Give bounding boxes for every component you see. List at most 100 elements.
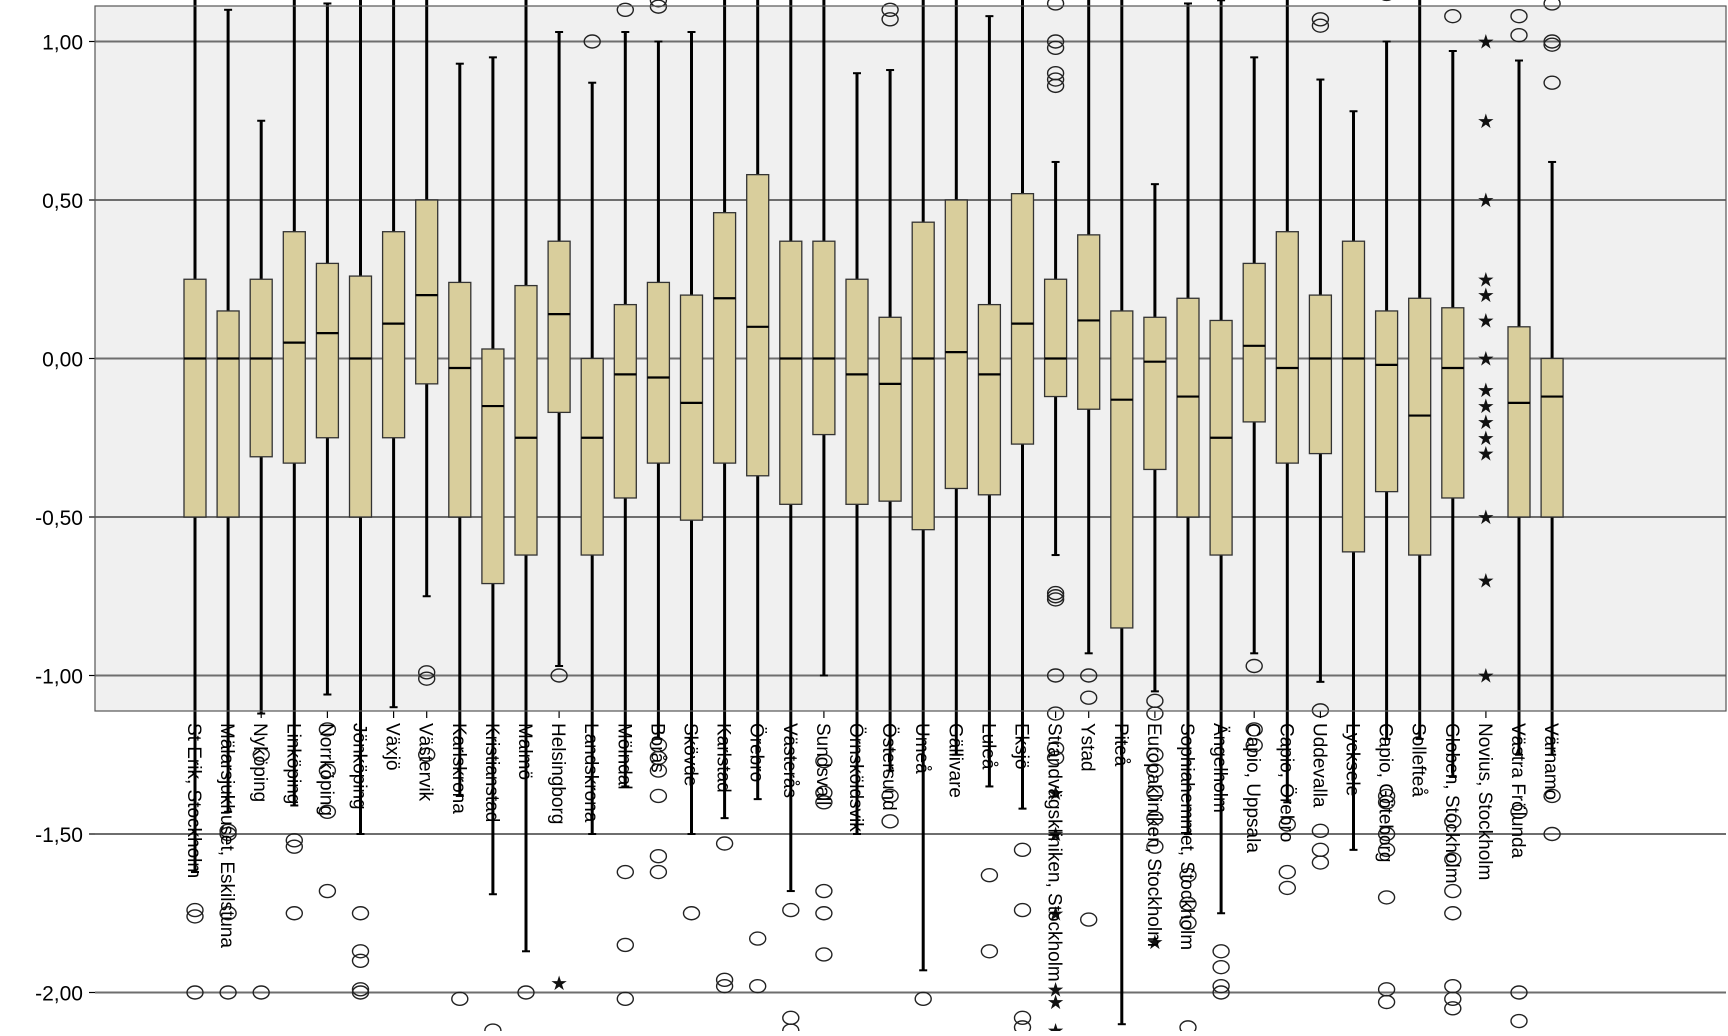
box	[846, 279, 868, 504]
box	[515, 286, 537, 555]
x-tick-label: Mölndal	[613, 723, 634, 790]
x-tick-label: Luleå	[977, 723, 998, 770]
box	[681, 295, 703, 520]
box	[1442, 308, 1464, 498]
outlier-point	[353, 954, 369, 967]
box	[316, 263, 338, 437]
y-tick-label: 1,00	[42, 32, 83, 55]
x-tick-label: Växjö	[382, 723, 403, 771]
outlier-point	[1213, 945, 1229, 958]
box	[1508, 327, 1530, 517]
outlier-point	[981, 869, 997, 882]
extreme-point: ★	[1047, 992, 1065, 1014]
x-tick-label: Capio, Örebro	[1275, 723, 1296, 842]
x-tick-label: Umeå	[911, 723, 932, 774]
box	[1144, 317, 1166, 469]
outlier-point	[816, 907, 832, 920]
box	[945, 200, 967, 488]
extreme-point: ★	[1477, 507, 1495, 529]
outlier-point	[882, 815, 898, 828]
x-tick-label: Capio, Göteborg	[1375, 723, 1396, 862]
box	[1078, 235, 1100, 409]
outlier-point	[1312, 824, 1328, 837]
x-tick-label: Capio, Uppsala	[1242, 723, 1263, 853]
box	[1409, 298, 1431, 555]
outlier-point	[750, 980, 766, 993]
x-tick-label: Östersund	[878, 723, 899, 811]
outlier-point	[353, 983, 369, 996]
outlier-point	[452, 992, 468, 1005]
outlier-point	[319, 885, 335, 898]
outlier-point	[981, 945, 997, 958]
box	[1045, 279, 1067, 396]
box	[383, 232, 405, 438]
box	[1276, 232, 1298, 463]
box	[1309, 295, 1331, 454]
box	[747, 175, 769, 476]
outlier-point	[286, 907, 302, 920]
box	[184, 279, 206, 517]
box	[1012, 194, 1034, 444]
y-tick-label: 0,50	[42, 190, 83, 213]
outlier-point	[617, 866, 633, 879]
extreme-point: ★	[1477, 349, 1495, 371]
box	[416, 200, 438, 384]
box	[1243, 263, 1265, 422]
box	[283, 232, 305, 463]
outlier-point	[1213, 961, 1229, 974]
outlier-point	[1015, 843, 1031, 856]
box	[1343, 241, 1365, 552]
y-tick-label: -0,50	[35, 507, 83, 530]
outlier-point	[1379, 983, 1395, 996]
x-tick-label: Malmö	[514, 723, 535, 780]
outlier-point	[1279, 881, 1295, 894]
outlier-point	[915, 992, 931, 1005]
outlier-point	[1511, 1015, 1527, 1028]
box	[1541, 359, 1563, 518]
extreme-point: ★	[1477, 666, 1495, 688]
outlier-point	[1445, 907, 1461, 920]
box	[1376, 311, 1398, 492]
outlier-point	[617, 938, 633, 951]
extreme-point: ★	[1477, 190, 1495, 212]
box	[879, 317, 901, 501]
x-tick-label: Gällivare	[944, 723, 965, 798]
outlier-point	[1445, 1002, 1461, 1015]
x-tick-label: Helsingborg	[547, 723, 568, 824]
extreme-point: ★	[1477, 32, 1495, 54]
extreme-point: ★	[1477, 111, 1495, 133]
box	[912, 222, 934, 529]
x-tick-label: Västra Frölunda	[1507, 723, 1528, 859]
outlier-point	[783, 1024, 799, 1031]
x-tick-label: Karlskrona	[448, 723, 469, 814]
x-tick-label: Ystad	[1077, 723, 1098, 772]
extreme-point: ★	[1477, 285, 1495, 307]
x-tick-label: Lycksele	[1342, 723, 1363, 796]
outlier-point	[717, 837, 733, 850]
box	[250, 279, 272, 457]
box	[780, 241, 802, 504]
outlier-point	[1015, 904, 1031, 917]
box	[350, 276, 372, 517]
outlier-point	[816, 948, 832, 961]
box	[581, 359, 603, 556]
outlier-point	[1445, 980, 1461, 993]
box	[813, 241, 835, 434]
outlier-point	[1312, 856, 1328, 869]
outlier-point	[650, 866, 666, 879]
outlier-point	[1379, 891, 1395, 904]
x-tick-label: Skövde	[680, 723, 701, 786]
outlier-point	[783, 1011, 799, 1024]
outlier-point	[1015, 1021, 1031, 1031]
x-tick-label: Karlstad	[713, 723, 734, 793]
x-tick-label: Piteå	[1110, 723, 1131, 767]
extreme-point: ★	[550, 973, 568, 995]
y-tick-label: -2,00	[35, 983, 83, 1006]
x-tick-label: Norrköping	[315, 723, 336, 816]
x-tick-label: Kristianstad	[481, 723, 502, 822]
outlier-point	[650, 789, 666, 802]
x-tick-label: Novius, Stockholm	[1474, 723, 1495, 880]
box	[647, 282, 669, 463]
